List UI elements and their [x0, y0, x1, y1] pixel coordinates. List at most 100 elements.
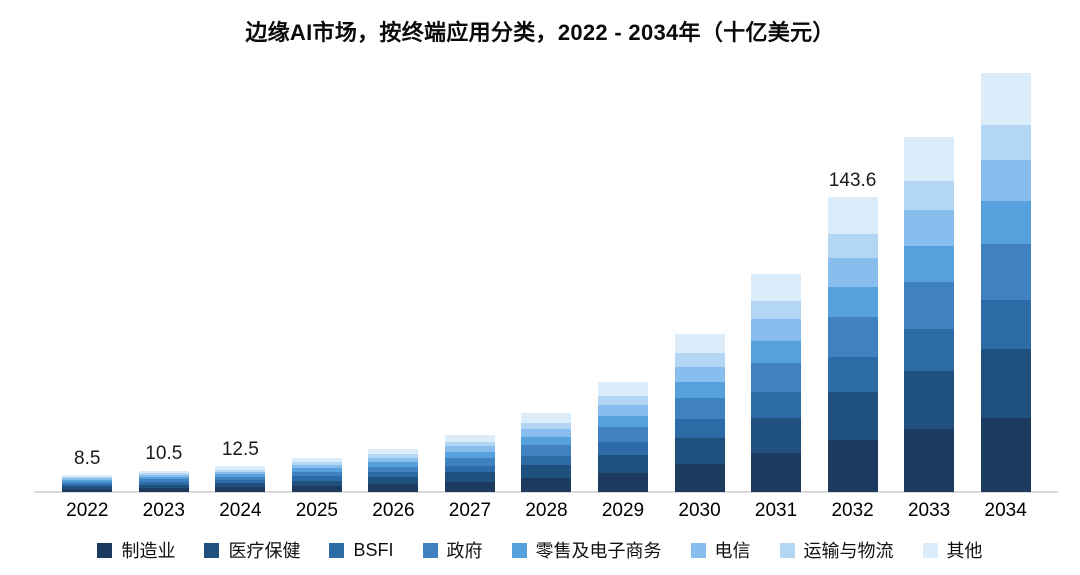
legend-swatch-政府 [422, 542, 438, 558]
bar-2023 [138, 470, 189, 492]
segment-2027-制造业 [444, 481, 495, 492]
bar-2032 [827, 197, 878, 492]
legend-swatch-零售及电子商务 [511, 542, 527, 558]
x-axis-line [34, 491, 1058, 493]
bar-2022 [62, 474, 113, 492]
legend-item-其他: 其他 [922, 537, 983, 563]
legend-swatch-其他 [922, 542, 938, 558]
bar-2034 [980, 73, 1031, 492]
segment-2031-政府 [751, 363, 802, 392]
x-axis-label-2029: 2029 [601, 500, 645, 521]
segment-2031-零售及电子商务 [751, 340, 802, 364]
legend-swatch-BSFI [329, 542, 345, 558]
segment-2029-零售及电子商务 [597, 415, 648, 427]
segment-2022-医疗保健 [62, 486, 113, 489]
bar-2025 [291, 458, 342, 492]
segment-2023-政府 [138, 479, 189, 483]
segment-2030-零售及电子商务 [674, 382, 725, 399]
chart-title: 边缘AI市场，按终端应用分类，2022 - 2034年（十亿美元） [245, 20, 835, 45]
segment-2026-医疗保健 [368, 477, 419, 485]
bar-2027 [444, 434, 495, 492]
legend-label-运输与物流: 运输与物流 [803, 541, 894, 561]
bar-2026 [368, 448, 419, 492]
legend-item-BSFI: BSFI [329, 540, 394, 561]
bar-slot-2024: 12.5 [202, 0, 279, 492]
segment-2027-BSFI [444, 465, 495, 473]
segment-2025-电信 [291, 465, 342, 469]
segment-2024-制造业 [215, 487, 266, 492]
segment-2023-运输与物流 [138, 473, 189, 475]
legend-label-政府: 政府 [446, 541, 483, 561]
segment-2032-BSFI [827, 356, 878, 392]
segment-2029-BSFI [597, 441, 648, 455]
legend-item-电信: 电信 [690, 537, 751, 563]
segment-2027-其他 [444, 434, 495, 442]
x-axis-label-2034: 2034 [984, 500, 1027, 521]
segment-2027-医疗保健 [444, 472, 495, 482]
value-label-2032: 143.6 [828, 170, 877, 192]
segment-2027-电信 [444, 446, 495, 452]
x-axis-label-2025: 2025 [295, 500, 338, 521]
segment-2032-电信 [827, 258, 878, 288]
bar-slot-2026 [355, 0, 432, 492]
segment-2033-政府 [904, 281, 955, 329]
x-axis-label-2031: 2031 [754, 500, 798, 521]
x-axis-label-2022: 2022 [66, 500, 109, 521]
legend-label-制造业: 制造业 [121, 541, 176, 561]
segment-2022-其他 [62, 474, 113, 477]
segment-2032-医疗保健 [827, 391, 878, 440]
segment-2023-医疗保健 [138, 484, 189, 489]
segment-2024-运输与物流 [215, 469, 266, 472]
legend-label-医疗保健: 医疗保健 [228, 541, 301, 561]
segment-2025-零售及电子商务 [291, 468, 342, 472]
segment-2033-BSFI [904, 328, 955, 372]
segment-2034-运输与物流 [980, 125, 1031, 160]
segment-2023-BSFI [138, 482, 189, 485]
segment-2022-零售及电子商务 [62, 479, 113, 482]
segment-2032-零售及电子商务 [827, 287, 878, 318]
legend-label-电信: 电信 [714, 541, 751, 561]
segment-2022-电信 [62, 478, 113, 480]
segment-2028-医疗保健 [521, 465, 572, 479]
x-axis-label-2026: 2026 [372, 500, 415, 521]
segment-2023-零售及电子商务 [138, 477, 189, 480]
bar-slot-2027 [432, 0, 509, 492]
segment-2031-运输与物流 [751, 301, 802, 320]
legend-item-医疗保健: 医疗保健 [204, 537, 300, 563]
x-axis-label-2028: 2028 [525, 500, 568, 521]
value-label-2024: 12.5 [221, 439, 259, 461]
segment-2024-政府 [215, 476, 266, 481]
segment-2031-医疗保健 [751, 417, 802, 454]
segment-2023-其他 [138, 470, 189, 474]
legend-swatch-运输与物流 [779, 542, 795, 558]
segment-2026-零售及电子商务 [368, 462, 419, 467]
bar-slot-2025 [279, 0, 356, 492]
segment-2024-其他 [215, 466, 266, 470]
segment-2029-电信 [597, 404, 648, 416]
x-axis-label-2032: 2032 [831, 500, 874, 521]
legend-label-零售及电子商务: 零售及电子商务 [535, 541, 662, 561]
segment-2024-医疗保健 [215, 483, 266, 488]
segment-2033-制造业 [904, 429, 955, 492]
legend-swatch-制造业 [97, 542, 113, 558]
segment-2032-其他 [827, 197, 878, 234]
segment-2026-电信 [368, 457, 419, 463]
segment-2032-政府 [827, 317, 878, 357]
segment-2025-制造业 [291, 486, 342, 492]
bar-2031 [751, 274, 802, 492]
segment-2028-政府 [521, 445, 572, 456]
segment-2025-医疗保健 [291, 480, 342, 487]
segment-2027-政府 [444, 457, 495, 466]
value-label-2022: 8.5 [74, 447, 101, 469]
segment-2031-BSFI [751, 391, 802, 418]
bar-2029 [597, 382, 648, 492]
segment-2030-运输与物流 [674, 353, 725, 367]
bars-area: 8.5 10.5 12.5 143.6 [49, 0, 1044, 492]
segment-2028-BSFI [521, 455, 572, 466]
segment-2034-制造业 [980, 417, 1031, 492]
bar-slot-2022: 8.5 [49, 0, 126, 492]
segment-2029-制造业 [597, 472, 648, 492]
bar-slot-2030 [661, 0, 738, 492]
segment-2026-其他 [368, 448, 419, 455]
segment-2029-医疗保健 [597, 454, 648, 473]
